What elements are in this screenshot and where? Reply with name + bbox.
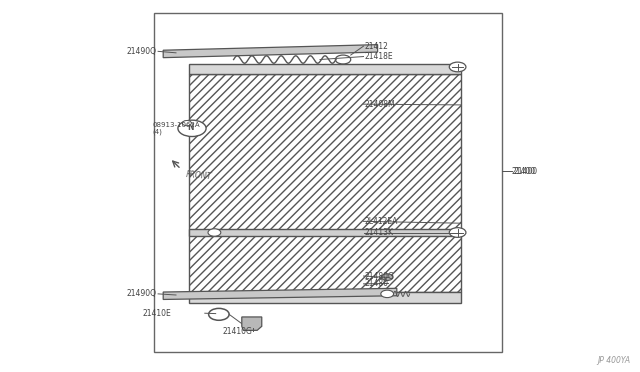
Circle shape <box>449 228 466 237</box>
Text: 21410E: 21410E <box>142 309 171 318</box>
Polygon shape <box>163 45 378 58</box>
Circle shape <box>381 274 393 280</box>
Text: FRONT: FRONT <box>186 170 212 181</box>
Text: 21480G: 21480G <box>365 272 395 280</box>
Circle shape <box>208 229 221 236</box>
Circle shape <box>182 121 191 126</box>
Text: 21410G: 21410G <box>223 327 253 336</box>
Text: 21400: 21400 <box>514 167 538 176</box>
Circle shape <box>381 290 394 298</box>
Text: 21490Q: 21490Q <box>127 289 157 298</box>
Text: JP 400YA: JP 400YA <box>597 356 630 365</box>
Text: 08913-1062A
(4): 08913-1062A (4) <box>152 122 200 135</box>
Bar <box>154 13 502 352</box>
Circle shape <box>449 62 466 72</box>
Bar <box>189 292 461 303</box>
Text: 21408M: 21408M <box>365 100 396 109</box>
Text: 21418E: 21418E <box>365 52 394 61</box>
Polygon shape <box>242 317 262 330</box>
Text: N: N <box>187 123 193 132</box>
Bar <box>189 229 461 236</box>
Text: 21412: 21412 <box>365 42 388 51</box>
Bar <box>189 74 461 292</box>
Text: 21490Q: 21490Q <box>127 47 157 56</box>
Text: 2L412EA: 2L412EA <box>365 217 398 226</box>
Circle shape <box>178 120 206 137</box>
Text: 21480: 21480 <box>365 279 388 288</box>
Text: 21400: 21400 <box>512 167 536 176</box>
Bar <box>189 64 461 74</box>
Text: 21413K: 21413K <box>365 228 394 237</box>
Polygon shape <box>163 288 397 299</box>
